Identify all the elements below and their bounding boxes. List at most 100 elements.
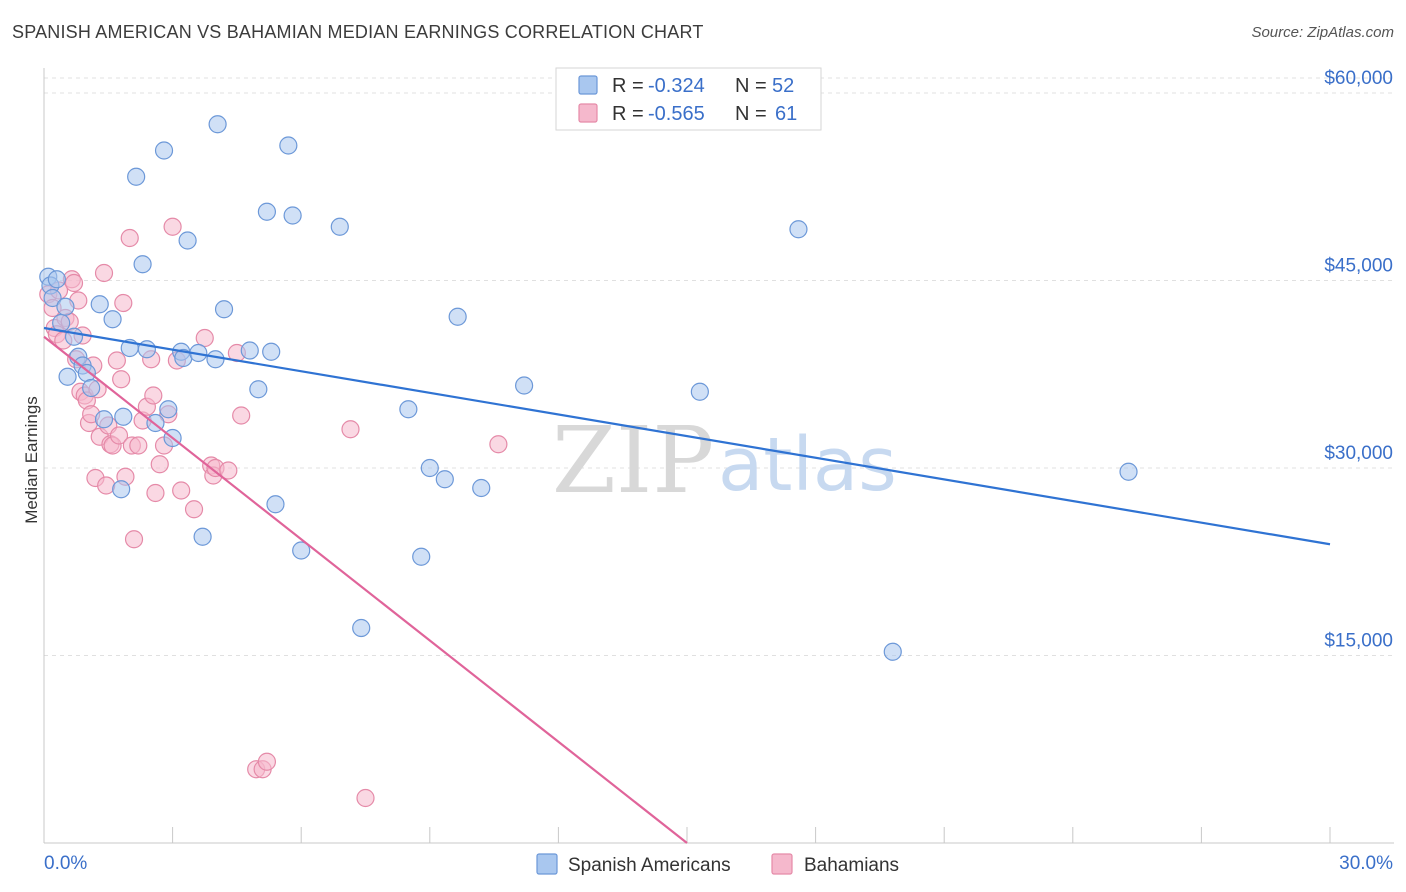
series-legend-label-spanish-americans: Spanish Americans <box>568 855 731 876</box>
spanish-american-point <box>206 350 225 369</box>
legend-swatch-spanish-americans <box>578 75 598 95</box>
spanish-american-point <box>883 642 902 661</box>
bahamian-point <box>120 228 139 248</box>
legend-n-label-0: N = <box>735 75 767 97</box>
spanish-american-point <box>1119 462 1138 481</box>
y-tick-label: $45,000 <box>1324 256 1393 277</box>
x-tick-label: 0.0% <box>44 853 87 874</box>
spanish-american-point <box>472 478 491 498</box>
spanish-american-point <box>133 255 152 274</box>
spanish-american-point <box>82 378 101 398</box>
stats-legend: R = -0.324 N = 52 R = -0.565 N = 61 <box>555 67 822 131</box>
spanish-american-point <box>515 376 534 395</box>
bahamian-point <box>341 420 360 439</box>
watermark-zip: ZIP <box>552 407 714 514</box>
bahamian-point <box>163 217 182 236</box>
spanish-american-point <box>58 367 77 386</box>
spanish-american-point <box>94 410 114 429</box>
bahamian-point <box>219 461 238 480</box>
spanish-american-point <box>435 470 454 489</box>
spanish-american-point <box>64 327 84 346</box>
series-legend-swatch-spanish-americans <box>536 853 558 875</box>
spanish-american-point <box>214 300 234 319</box>
trend-layer <box>43 326 1331 844</box>
bahamian-point <box>129 436 148 455</box>
legend-r-label-1: R = <box>612 103 644 125</box>
bahamian-point <box>257 752 277 771</box>
stats-legend-box <box>555 67 822 131</box>
spanish-american-point <box>420 458 439 478</box>
spanish-american-point <box>283 206 302 225</box>
spanish-american-point <box>103 310 122 329</box>
bahamians-trendline <box>43 335 688 844</box>
bahamian-point <box>112 370 131 389</box>
series-legend-swatch-bahamians <box>771 853 793 875</box>
legend-r-value-1: -0.565 <box>648 103 705 125</box>
bahamian-point <box>356 788 375 808</box>
spanish-american-point <box>240 341 259 360</box>
legend-r-value-0: -0.324 <box>648 75 705 97</box>
legend-swatch-bahamians <box>578 103 598 123</box>
spanish-american-point <box>330 217 349 236</box>
bahamian-point <box>150 455 169 474</box>
spanish-american-point <box>193 527 212 546</box>
x-tick-label: 30.0% <box>1339 853 1393 874</box>
spanish-american-point <box>56 297 75 316</box>
spanish-american-point <box>292 541 311 560</box>
bahamian-point <box>109 426 129 445</box>
spanish-american-point <box>352 618 371 638</box>
bahamian-point <box>97 476 116 495</box>
spanish-american-point <box>789 220 808 239</box>
bahamian-point <box>114 293 133 313</box>
spanish-american-point <box>249 380 268 399</box>
y-tick-label: $30,000 <box>1324 443 1393 464</box>
legend-r-label-0: R = <box>612 75 644 97</box>
bahamian-point <box>232 406 251 425</box>
bahamian-point <box>94 263 114 283</box>
y-tick-label: $60,000 <box>1324 68 1393 89</box>
spanish-american-point <box>399 400 418 419</box>
spanish-americans-trendline <box>43 326 1331 546</box>
watermark: ZIP atlas <box>552 407 897 514</box>
bahamian-point <box>146 483 165 503</box>
spanish-american-point <box>279 136 298 155</box>
legend-n-value-1: 61 <box>775 103 797 125</box>
bahamian-point <box>184 500 204 519</box>
axes-layer <box>43 68 1394 844</box>
bahamian-point <box>172 481 191 500</box>
spanish-american-point <box>90 295 109 314</box>
y-tick-label: $15,000 <box>1324 631 1393 652</box>
spanish-american-point <box>266 495 285 514</box>
spanish-american-point <box>262 342 281 361</box>
watermark-atlas: atlas <box>718 422 897 508</box>
spanish-american-point <box>178 231 197 250</box>
spanish-american-point <box>112 480 131 499</box>
grid-layer <box>44 77 1394 656</box>
bahamian-point <box>144 386 163 405</box>
bahamian-point <box>124 530 144 549</box>
spanish-american-point <box>114 407 133 426</box>
bahamian-point <box>195 328 214 348</box>
series-legend: Spanish Americans Bahamians <box>536 853 899 876</box>
spanish-american-point <box>47 270 66 289</box>
y-axis-label: Median Earnings <box>22 396 41 524</box>
spanish-american-point <box>257 202 277 221</box>
spanish-american-point <box>690 382 709 401</box>
series-legend-label-bahamians: Bahamians <box>804 855 899 876</box>
legend-n-value-0: 52 <box>772 75 794 97</box>
spanish-american-point <box>412 547 431 566</box>
bahamian-point <box>64 273 84 293</box>
spanish-american-point <box>154 141 174 160</box>
spanish-american-point <box>43 288 62 308</box>
chart-source: Source: ZipAtlas.com <box>1251 24 1394 41</box>
bahamian-point <box>107 351 126 370</box>
spanish-american-point <box>448 307 467 326</box>
spanish-american-point <box>159 400 178 419</box>
bahamian-point <box>489 435 508 454</box>
legend-n-label-1: N = <box>735 103 767 125</box>
spanish-american-point <box>127 167 146 186</box>
chart-title: SPANISH AMERICAN VS BAHAMIAN MEDIAN EARN… <box>12 22 704 42</box>
spanish-american-point <box>208 115 227 134</box>
ticks-layer: $15,000 $30,000 $45,000 $60,000 0.0% 30.0% <box>44 68 1393 874</box>
